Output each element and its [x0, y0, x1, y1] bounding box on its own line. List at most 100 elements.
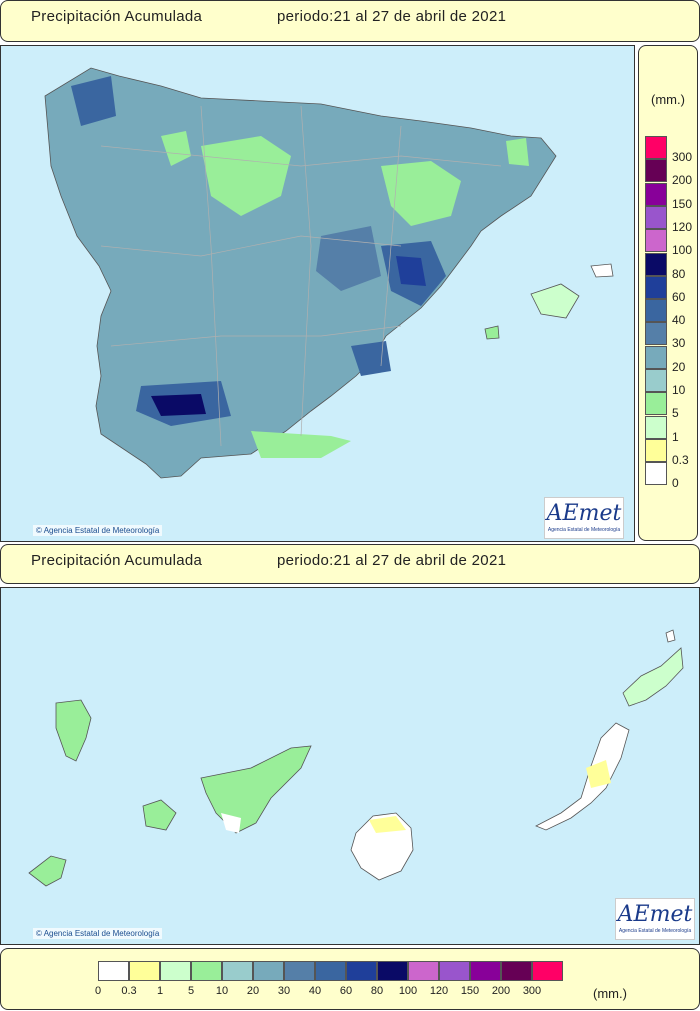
legend-h-swatch-20: [253, 961, 284, 981]
legend-swatch-5: [645, 392, 667, 416]
legend-swatch-20: [645, 345, 667, 369]
legend-unit: (mm.): [651, 92, 685, 107]
legend-h-label-120: 120: [429, 985, 449, 997]
canarias-legend: 0 0.3 1 5 10 20 30 40 60 80 100 120 150 200 300 (mm.): [0, 948, 700, 1010]
peninsula-title-bar: Precipitación Acumulada periodo:21 al 27…: [0, 0, 700, 42]
legend-label-40: 40: [672, 313, 686, 328]
canarias-map-graphic: [28, 629, 684, 887]
copyright-icon: ©: [36, 929, 42, 938]
legend-h-label-30: 30: [277, 985, 291, 997]
legend-h-label-300: 300: [522, 985, 542, 997]
legend-h-swatch-150: [470, 961, 501, 981]
legend-swatch-10: [645, 369, 667, 392]
province-boundaries: [100, 105, 502, 447]
fuerteventura: [535, 722, 630, 831]
legend-swatch-60: [645, 275, 667, 299]
canarias-aemet-logo: AEmet Agencia Estatal de Meteorología: [615, 898, 695, 940]
legend-h-swatch-0.3: [129, 961, 160, 981]
legend-swatch-0.3: [645, 438, 667, 462]
legend-label-5: 5: [672, 406, 679, 421]
low-precip-area-ebro: [381, 161, 461, 226]
peninsula-map-period: periodo:21 al 27 de abril de 2021: [277, 8, 507, 25]
legend-h-label-60: 60: [339, 985, 353, 997]
la-gomera: [142, 799, 177, 831]
high-precip-area-sevilla: [151, 394, 206, 416]
legend-label-1: 1: [672, 429, 679, 444]
legend-unit-horizontal: (mm.): [593, 986, 627, 1001]
ibiza: [484, 325, 500, 340]
legend-swatch-300: [645, 136, 667, 159]
legend-h-label-80: 80: [370, 985, 384, 997]
legend-swatch-80: [645, 252, 667, 276]
legend-swatch-200: [645, 159, 667, 183]
legend-h-label-40: 40: [308, 985, 322, 997]
lanzarote: [622, 647, 684, 707]
low-precip-area-catalonia: [506, 138, 529, 166]
canarias-map-title: Precipitación Acumulada: [31, 552, 203, 569]
legend-h-label-200: 200: [491, 985, 511, 997]
legend-h-swatch-10: [222, 961, 253, 981]
legend-swatch-100: [645, 229, 667, 253]
legend-h-swatch-120: [439, 961, 470, 981]
legend-h-label-5: 5: [187, 985, 195, 997]
legend-label-80: 80: [672, 266, 686, 281]
canarias-title-bar: Precipitación Acumulada periodo:21 al 27…: [0, 544, 700, 584]
high-precip-area-valencia: [396, 256, 426, 286]
legend-label-0: 0: [672, 476, 679, 491]
low-precip-area-south: [251, 431, 351, 458]
low-precip-area-north: [201, 136, 291, 216]
legend-label-20: 20: [672, 359, 686, 374]
legend-swatch-1: [645, 415, 667, 439]
peninsula-aemet-logo: AEmet Agencia Estatal de Meteorología: [544, 497, 624, 539]
el-hierro: [28, 855, 67, 887]
la-palma: [55, 699, 92, 762]
legend-label-60: 60: [672, 289, 686, 304]
legend-label-120: 120: [672, 219, 693, 234]
peninsula-map: © Agencia Estatal de Meteorología AEmet …: [0, 45, 635, 542]
menorca: [590, 263, 614, 278]
legend-h-swatch-60: [346, 961, 377, 981]
legend-h-swatch-0: [98, 961, 129, 981]
tenerife: [200, 745, 312, 834]
legend-label-150: 150: [672, 196, 693, 211]
legend-h-swatch-1: [160, 961, 191, 981]
legend-h-swatch-30: [284, 961, 315, 981]
peninsula-legend: (mm.) 0 0.3 1 5 10 20 30 40 60 80 100 120 150 200 300: [638, 45, 698, 541]
canarias-map-period: periodo:21 al 27 de abril de 2021: [277, 552, 507, 569]
legend-swatch-120: [645, 205, 667, 229]
iberia-landmass: [44, 67, 557, 479]
legend-h-swatch-5: [191, 961, 222, 981]
legend-label-100: 100: [672, 243, 693, 258]
la-graciosa: [665, 629, 676, 643]
legend-label-30: 30: [672, 336, 686, 351]
low-precip-area-galicia-inland: [161, 131, 191, 166]
legend-h-label-20: 20: [246, 985, 260, 997]
legend-swatch-40: [645, 299, 667, 323]
canarias-credit: © Agencia Estatal de Meteorología: [33, 928, 163, 939]
peninsula-map-graphic: [44, 67, 614, 479]
legend-h-label-10: 10: [215, 985, 229, 997]
legend-h-label-150: 150: [460, 985, 480, 997]
high-precip-area-galicia: [71, 76, 116, 126]
legend-swatch-150: [645, 182, 667, 206]
tenerife-dry-south: [221, 813, 241, 833]
high-precip-area-murcia: [351, 341, 391, 376]
legend-h-label-1: 1: [156, 985, 164, 997]
legend-h-swatch-40: [315, 961, 346, 981]
legend-label-10: 10: [672, 383, 686, 397]
canarias-map: © Agencia Estatal de Meteorología AEmet …: [0, 587, 700, 945]
legend-h-label-0: 0: [94, 985, 102, 997]
legend-h-swatch-300: [532, 961, 563, 981]
legend-label-300: 300: [672, 150, 693, 164]
legend-h-label-0.3: 0.3: [121, 985, 137, 997]
fuerteventura-wet-area: [586, 760, 611, 788]
legend-swatch-30: [645, 322, 667, 346]
legend-h-swatch-80: [377, 961, 408, 981]
legend-h-swatch-200: [501, 961, 532, 981]
legend-label-0.3: 0.3: [672, 452, 689, 467]
peninsula-map-title: Precipitación Acumulada: [31, 8, 203, 25]
legend-label-200: 200: [672, 173, 693, 188]
legend-swatch-0: [645, 462, 667, 486]
mallorca: [530, 283, 580, 319]
copyright-icon: ©: [36, 526, 42, 535]
